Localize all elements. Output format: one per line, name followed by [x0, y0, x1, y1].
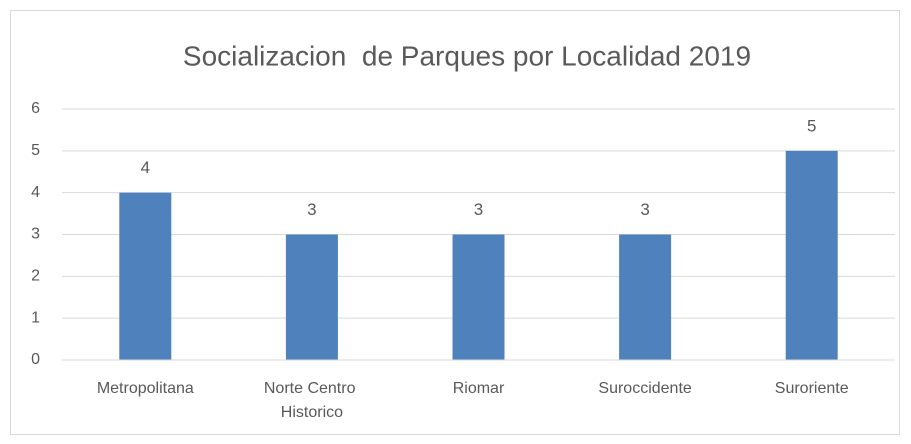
- bar: [285, 234, 338, 360]
- y-tick-label: 0: [31, 351, 40, 368]
- bar: [619, 234, 672, 360]
- data-label: 3: [474, 200, 483, 219]
- chart-title: Socializacion de Parques por Localidad 2…: [183, 40, 751, 71]
- x-tick-label: Norte Centro Historico: [264, 380, 360, 421]
- x-tick-label: Suroccidente: [598, 380, 691, 397]
- bar: [452, 234, 505, 360]
- data-label: 5: [807, 116, 816, 135]
- x-tick-label: Suroriente: [775, 380, 849, 397]
- data-label: 3: [307, 200, 316, 219]
- x-tick-label: Metropolitana: [97, 380, 194, 397]
- y-tick-label: 2: [31, 268, 40, 285]
- bar: [785, 150, 838, 360]
- y-tick-label: 1: [31, 309, 40, 326]
- y-tick-label: 6: [31, 100, 40, 117]
- y-tick-label: 5: [31, 142, 40, 159]
- y-tick-label: 3: [31, 226, 40, 243]
- bar: [119, 192, 172, 360]
- x-tick-label: Riomar: [453, 380, 505, 397]
- data-label: 4: [141, 158, 150, 177]
- y-tick-label: 4: [31, 184, 40, 201]
- data-label: 3: [640, 200, 649, 219]
